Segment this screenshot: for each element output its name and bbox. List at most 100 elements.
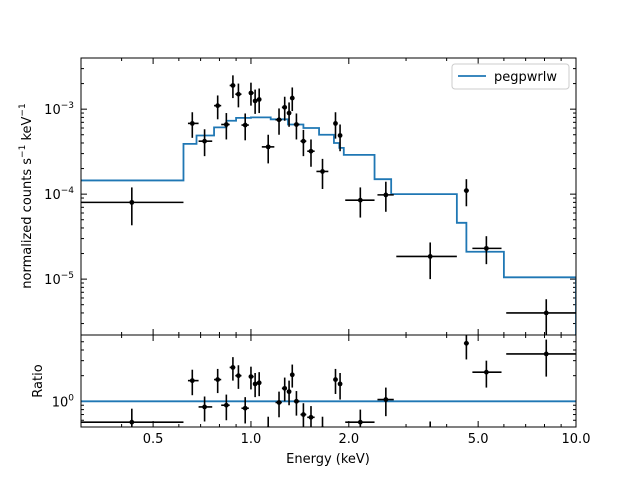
x-tick-label: 1.0	[241, 432, 262, 447]
ratio-marker	[308, 414, 314, 420]
spectrum-data-point	[396, 242, 457, 280]
ratio-data-point	[235, 365, 242, 389]
ratio-data-point	[472, 360, 502, 388]
spectrum-data-point	[81, 187, 184, 226]
ratio-data-point	[463, 335, 469, 360]
top-y-tick-label: 10−4	[44, 186, 74, 203]
x-tick-label: 2.0	[338, 432, 359, 447]
spectrum-data-point	[214, 95, 222, 120]
model-step-line	[81, 116, 576, 335]
top-axes-frame	[80, 57, 577, 336]
legend: pegpwrlw	[451, 63, 570, 90]
ratio-marker	[223, 402, 229, 408]
spectrum-data-point	[241, 113, 249, 141]
ratio-marker	[483, 369, 489, 375]
ratio-data-point	[506, 339, 576, 377]
spectrum-data-point	[261, 134, 275, 164]
ratio-data-point	[275, 391, 282, 418]
ratio-marker	[282, 385, 288, 391]
spectrum-data-point	[275, 108, 282, 135]
ratio-data-point	[337, 372, 343, 400]
spectrum-marker	[242, 122, 248, 128]
x-tick-label: 10.0	[562, 432, 591, 447]
spectrum-marker	[543, 310, 549, 316]
spectrum-marker	[129, 199, 135, 205]
ratio-data-point	[281, 377, 288, 402]
top-y-tick-base: 10	[44, 273, 61, 288]
spectrum-marker	[483, 245, 489, 251]
ratio-data-point	[214, 368, 222, 394]
spectrum-data-point	[293, 113, 300, 140]
ratio-marker	[333, 377, 338, 382]
ratio-marker	[289, 372, 295, 378]
ratio-y-tick-base: 10	[52, 395, 69, 410]
ratio-marker	[202, 404, 207, 410]
ratio-marker	[383, 397, 389, 402]
ratio-marker	[252, 381, 258, 387]
spectrum-data-point	[463, 179, 469, 207]
spectrum-marker	[248, 90, 254, 96]
spectrum-data-point	[289, 87, 295, 112]
ratio-marker	[286, 389, 292, 395]
spectrum-data-point	[187, 112, 199, 138]
ratio-data-point	[266, 416, 271, 427]
ratio-marker	[463, 340, 469, 346]
ratio-marker	[230, 365, 236, 370]
top-plot-area	[81, 75, 576, 335]
ratio-panel: 100	[52, 334, 576, 428]
spectrum-marker	[427, 254, 433, 259]
top-y-axis-label: normalized counts s−1 keV−1	[18, 103, 35, 288]
ratio-data-point	[293, 391, 300, 416]
ratio-data-point	[320, 416, 325, 427]
spectrum-marker	[289, 95, 295, 101]
top-panel: 10−510−410−3	[44, 57, 576, 325]
ratio-marker	[236, 373, 241, 379]
spectrum-data-point	[256, 88, 262, 114]
top-y-tick-label: 10−3	[44, 101, 74, 118]
legend-label: pegpwrlw	[494, 70, 557, 85]
ratio-data-point	[198, 396, 213, 422]
spectrum-data-point	[316, 158, 329, 189]
ratio-plot-area	[81, 335, 576, 438]
ratio-axes-frame	[80, 334, 577, 428]
ratio-marker	[248, 374, 254, 380]
ratio-data-point	[187, 369, 199, 396]
ylabel-exp-1: −1	[18, 145, 28, 158]
spectrum-data-point	[345, 187, 375, 218]
spectrum-data-point	[307, 139, 315, 167]
spectrum-marker	[230, 83, 236, 88]
spectrum-data-point	[252, 89, 258, 114]
spectrum-marker	[294, 122, 299, 127]
ratio-marker	[189, 378, 195, 384]
spectrum-marker	[301, 138, 306, 144]
legend-box	[451, 63, 570, 90]
spectrum-data-point	[221, 113, 230, 140]
spectrum-data-point	[506, 299, 576, 335]
ratio-marker	[256, 380, 262, 386]
spectrum-marker	[189, 120, 195, 126]
ratio-marker	[428, 433, 433, 438]
spectrum-data-point	[229, 75, 236, 99]
spectrum-marker	[282, 104, 288, 110]
spectrum-marker	[286, 110, 292, 116]
ratio-y-tick-exponent: 0	[68, 393, 74, 403]
spectrum-marker	[463, 188, 469, 194]
ratio-marker	[301, 412, 306, 417]
spectrum-data-point	[377, 181, 394, 212]
x-tick-label: 0.5	[143, 432, 164, 447]
spectrum-marker	[215, 103, 221, 109]
ylabel-part-2: keV	[20, 116, 35, 144]
spectrum-marker	[256, 97, 262, 102]
ratio-data-point	[289, 364, 295, 388]
spectrum-data-point	[300, 129, 307, 157]
ylabel-part-1: normalized counts s	[20, 158, 35, 289]
top-y-tick-exponent: −4	[61, 186, 75, 196]
top-y-tick-base: 10	[44, 103, 61, 118]
ratio-data-point	[377, 387, 394, 417]
spectrum-data-point	[472, 236, 502, 265]
ratio-marker	[129, 419, 135, 425]
spectrum-marker	[333, 120, 338, 126]
ratio-data-point	[252, 372, 258, 398]
spectrum-marker	[357, 197, 363, 203]
x-tick-label: 5.0	[468, 432, 489, 447]
